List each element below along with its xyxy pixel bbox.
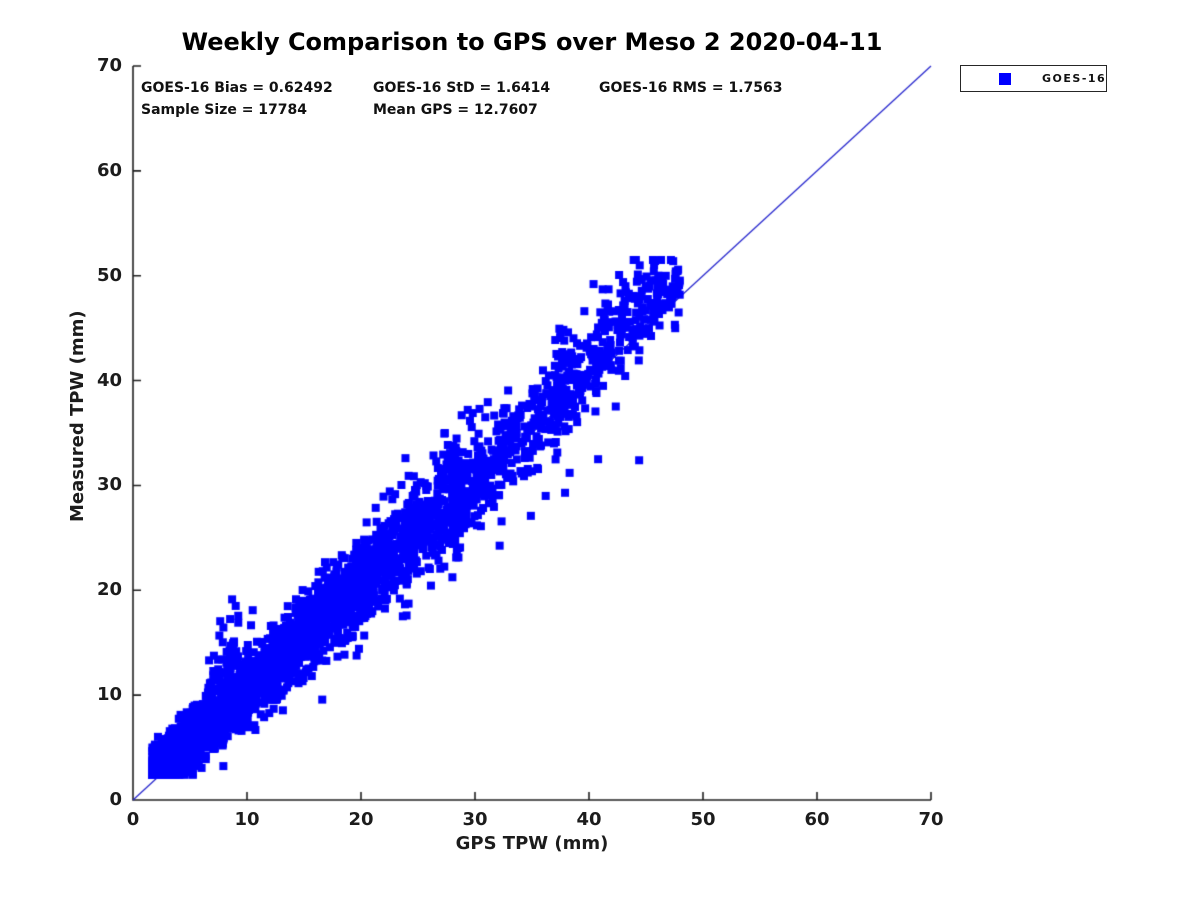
x-tick-label: 20 bbox=[348, 809, 374, 830]
x-tick-label: 0 bbox=[126, 809, 140, 830]
stat-rms: GOES-16 RMS = 1.7563 bbox=[599, 80, 783, 96]
y-tick-label: 30 bbox=[96, 474, 122, 496]
y-tick-label: 0 bbox=[109, 789, 122, 810]
y-tick-label: 70 bbox=[96, 55, 122, 76]
x-tick-label: 10 bbox=[234, 809, 260, 830]
chart-title: Weekly Comparison to GPS over Meso 2 202… bbox=[181, 28, 883, 56]
legend-box: GOES-16 bbox=[960, 65, 1107, 92]
legend-square-marker-icon bbox=[999, 72, 1011, 85]
stat-bias: GOES-16 Bias = 0.62492 bbox=[141, 80, 333, 96]
x-tick-label: 50 bbox=[690, 809, 716, 830]
x-tick-label: 40 bbox=[576, 809, 602, 830]
x-tick-label: 70 bbox=[918, 809, 944, 830]
y-tick-label: 40 bbox=[96, 369, 122, 391]
x-tick-label: 30 bbox=[462, 809, 488, 830]
y-tick-label: 20 bbox=[96, 579, 122, 601]
x-tick-label: 60 bbox=[804, 809, 830, 830]
y-tick-label: 60 bbox=[96, 159, 122, 181]
legend-item-label: GOES-16 bbox=[1042, 72, 1107, 85]
stat-mean-gps: Mean GPS = 12.7607 bbox=[373, 102, 538, 118]
y-tick-label: 50 bbox=[96, 264, 122, 286]
stat-sample-size: Sample Size = 17784 bbox=[141, 102, 308, 118]
stat-std: GOES-16 StD = 1.6414 bbox=[373, 80, 551, 96]
x-axis-label: GPS TPW (mm) bbox=[455, 833, 609, 854]
y-tick-label: 10 bbox=[96, 684, 122, 706]
